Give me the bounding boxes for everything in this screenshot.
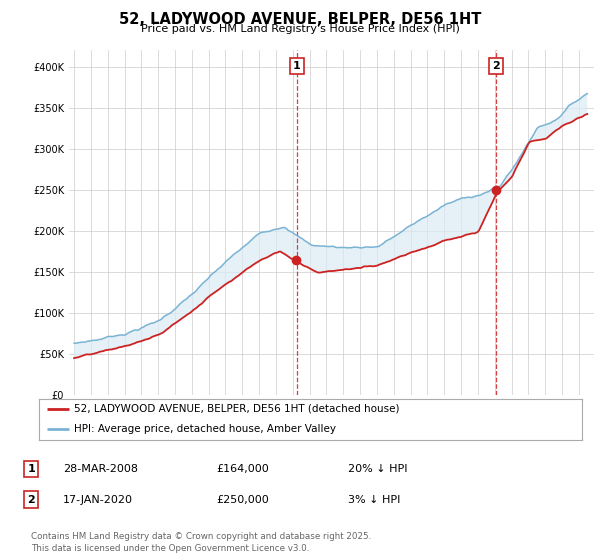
Text: HPI: Average price, detached house, Amber Valley: HPI: Average price, detached house, Ambe…: [74, 424, 336, 435]
Text: 52, LADYWOOD AVENUE, BELPER, DE56 1HT (detached house): 52, LADYWOOD AVENUE, BELPER, DE56 1HT (d…: [74, 404, 400, 414]
Text: 52, LADYWOOD AVENUE, BELPER, DE56 1HT: 52, LADYWOOD AVENUE, BELPER, DE56 1HT: [119, 12, 481, 27]
Text: £164,000: £164,000: [216, 464, 269, 474]
Text: Price paid vs. HM Land Registry's House Price Index (HPI): Price paid vs. HM Land Registry's House …: [140, 24, 460, 34]
Text: 17-JAN-2020: 17-JAN-2020: [63, 494, 133, 505]
Text: 2: 2: [28, 494, 35, 505]
Text: 28-MAR-2008: 28-MAR-2008: [63, 464, 138, 474]
Text: 1: 1: [293, 61, 301, 71]
Text: 20% ↓ HPI: 20% ↓ HPI: [348, 464, 407, 474]
Text: 2: 2: [491, 61, 499, 71]
Text: 3% ↓ HPI: 3% ↓ HPI: [348, 494, 400, 505]
Text: Contains HM Land Registry data © Crown copyright and database right 2025.
This d: Contains HM Land Registry data © Crown c…: [31, 533, 371, 553]
Text: 1: 1: [28, 464, 35, 474]
Text: £250,000: £250,000: [216, 494, 269, 505]
